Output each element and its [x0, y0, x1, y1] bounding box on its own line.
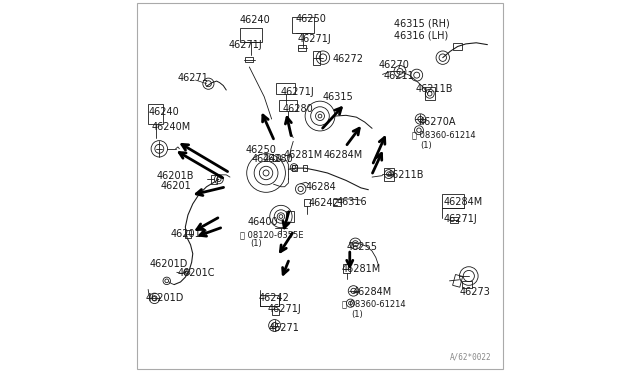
Text: 46201B: 46201B — [156, 171, 194, 180]
Text: 46250: 46250 — [246, 145, 276, 155]
Bar — [450, 217, 458, 223]
Text: 46250: 46250 — [296, 14, 326, 23]
Text: 46281M: 46281M — [284, 151, 323, 160]
Bar — [312, 58, 320, 65]
Bar — [260, 295, 279, 306]
Text: Ⓑ 08120-6355E: Ⓑ 08120-6355E — [240, 230, 303, 239]
Text: (1): (1) — [420, 141, 432, 150]
Bar — [452, 275, 463, 287]
Text: 46255: 46255 — [347, 243, 378, 252]
Bar — [453, 43, 462, 50]
Bar — [276, 83, 296, 94]
Text: (1): (1) — [250, 239, 262, 248]
Text: 46284: 46284 — [305, 182, 336, 192]
Text: 46242: 46242 — [308, 198, 339, 208]
Text: 46273: 46273 — [460, 287, 491, 297]
Text: 46201D: 46201D — [150, 259, 188, 269]
Text: 46271: 46271 — [178, 73, 209, 83]
Text: 46271J: 46271J — [298, 34, 332, 44]
Text: 46211B: 46211B — [386, 170, 424, 180]
Bar — [292, 17, 314, 33]
Text: 46201D: 46201D — [145, 293, 184, 302]
Text: A/62*0022: A/62*0022 — [450, 353, 492, 362]
Text: 46281M: 46281M — [342, 264, 381, 273]
Text: 46270: 46270 — [379, 60, 410, 70]
Bar — [462, 281, 472, 288]
Text: 46271J: 46271J — [280, 87, 314, 97]
Text: 46242: 46242 — [259, 293, 289, 302]
Bar — [344, 264, 350, 273]
Bar — [303, 165, 307, 171]
Text: 46271J: 46271J — [267, 304, 301, 314]
Bar — [383, 167, 394, 180]
Bar — [292, 165, 297, 171]
Text: 46270A: 46270A — [418, 117, 456, 127]
Bar — [312, 51, 320, 60]
Bar — [305, 199, 310, 206]
Text: 46211B: 46211B — [416, 84, 454, 94]
Text: 46201: 46201 — [161, 181, 191, 191]
Text: 46201B: 46201B — [170, 230, 208, 239]
Bar — [333, 199, 341, 206]
Text: 46400: 46400 — [248, 218, 278, 227]
Text: 46240: 46240 — [149, 108, 180, 117]
Bar — [298, 45, 306, 51]
Bar — [271, 309, 279, 315]
Text: 46315 (RH): 46315 (RH) — [394, 18, 450, 28]
Bar — [424, 87, 435, 100]
Text: (1): (1) — [351, 310, 363, 319]
Text: Ⓢ 08360-61214: Ⓢ 08360-61214 — [412, 130, 476, 139]
Bar — [442, 194, 463, 208]
Bar — [148, 104, 163, 124]
Bar — [211, 175, 218, 184]
Text: 46315: 46315 — [323, 93, 354, 102]
Text: 46280: 46280 — [283, 105, 314, 114]
Text: 46272: 46272 — [332, 54, 364, 64]
Text: 46240M: 46240M — [152, 122, 191, 132]
Text: 46280: 46280 — [262, 154, 294, 164]
Text: 46201C: 46201C — [178, 268, 216, 278]
Text: 46271: 46271 — [269, 323, 300, 333]
Text: 46316: 46316 — [337, 197, 367, 206]
Bar — [279, 100, 297, 111]
Text: 46316 (LH): 46316 (LH) — [394, 31, 449, 40]
Bar — [185, 230, 191, 238]
Text: Ⓢ 08360-61214: Ⓢ 08360-61214 — [342, 300, 405, 309]
Text: 46284M: 46284M — [444, 197, 483, 206]
Bar — [245, 57, 253, 62]
Text: 46240: 46240 — [252, 154, 282, 164]
Text: 46284M: 46284M — [353, 287, 392, 297]
Text: 46284M: 46284M — [324, 151, 363, 160]
Bar — [240, 28, 262, 42]
Text: 46271J: 46271J — [229, 40, 262, 49]
Text: 46271J: 46271J — [444, 215, 477, 224]
Text: 46240: 46240 — [240, 16, 271, 25]
Bar — [286, 211, 294, 222]
Text: 46211: 46211 — [384, 71, 415, 81]
